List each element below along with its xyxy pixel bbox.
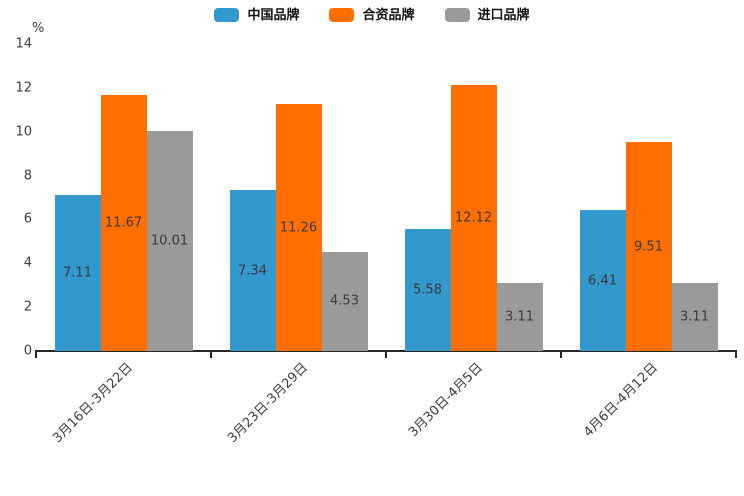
bar: 7.11 (54, 195, 101, 351)
y-tick-label: 2 (23, 299, 32, 315)
x-category-label: 3月30日-4月5日 (405, 360, 486, 441)
bar-value-label: 12.12 (454, 210, 493, 226)
y-tick-label: 12 (15, 80, 32, 96)
bar-value-label: 3.11 (505, 309, 534, 325)
legend-item: 中国品牌 (214, 8, 299, 22)
bar: 11.67 (100, 95, 147, 351)
bar-value-label: 9.51 (634, 239, 663, 255)
y-tick-label: 8 (23, 168, 32, 184)
bar: 9.51 (625, 142, 672, 351)
y-tick-label: 4 (23, 255, 32, 271)
legend-item-label: 中国品牌 (247, 7, 300, 23)
x-category-label: 3月23日-3月29日 (224, 360, 311, 447)
bar: 11.26 (275, 104, 322, 351)
legend-swatch (214, 8, 240, 22)
y-tick-label: 6 (23, 211, 32, 227)
bar: 3.11 (496, 282, 543, 351)
x-category-label: 3月16日-3月22日 (49, 360, 136, 447)
bar: 3.11 (671, 282, 718, 351)
legend-item-label: 进口品牌 (477, 7, 530, 23)
bar-value-label: 6.41 (588, 273, 617, 289)
bar-value-label: 3.11 (680, 309, 709, 325)
bar: 12.12 (450, 85, 497, 351)
legend-item: 进口品牌 (444, 7, 530, 23)
x-axis-tick (35, 350, 37, 358)
x-axis-tick (735, 350, 737, 358)
bar-value-label: 4.53 (330, 293, 359, 309)
chart-legend: 中国品牌 合资品牌 进口品牌 (0, 8, 744, 22)
bar-value-label: 7.11 (63, 265, 92, 281)
y-tick-label: 14 (15, 36, 32, 52)
legend-swatch (444, 8, 470, 22)
y-tick-label: 10 (15, 124, 32, 140)
bar: 4.53 (321, 251, 368, 351)
x-axis-tick (385, 350, 387, 358)
bar-value-label: 11.67 (104, 215, 143, 231)
legend-item: 合资品牌 (329, 7, 415, 23)
y-axis-unit-label: % (32, 21, 45, 36)
bar: 5.58 (404, 228, 451, 351)
legend-swatch (329, 8, 355, 22)
y-tick-label: 0 (23, 343, 32, 359)
x-axis-tick (560, 350, 562, 358)
x-category-label: 4月6日-4月12日 (580, 360, 661, 441)
bar-value-label: 5.58 (413, 282, 442, 298)
bar-value-label: 7.34 (238, 263, 267, 278)
bar: 10.01 (146, 131, 193, 351)
bar: 7.34 (229, 190, 276, 351)
x-axis-tick (210, 350, 212, 358)
bar: 6.41 (579, 210, 626, 351)
bar-value-label: 10.01 (150, 233, 189, 249)
bar-value-label: 11.26 (279, 220, 318, 236)
legend-item-label: 合资品牌 (362, 7, 415, 23)
